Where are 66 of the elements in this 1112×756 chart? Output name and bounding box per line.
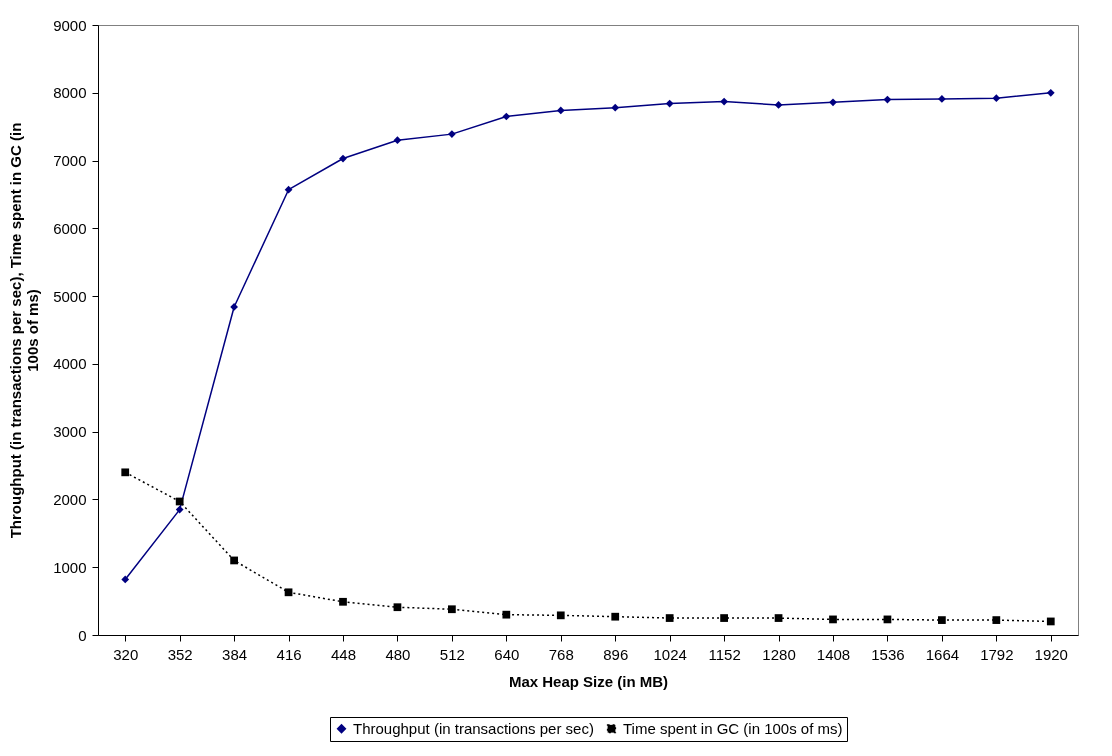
point [284,588,293,597]
point [339,154,347,163]
point [829,98,837,107]
point [1046,617,1055,626]
point [175,505,184,514]
point [448,605,456,614]
point [502,112,511,121]
x-tick-label: 1664 [925,645,960,663]
y-tick-label: 9000 [53,16,87,34]
point [720,97,728,106]
point [339,597,347,606]
point [393,136,402,145]
x-tick-label: 640 [494,645,520,663]
point [992,616,1001,624]
point [556,611,565,620]
point [665,99,674,108]
point [720,614,728,622]
y-tick-label: 2000 [53,490,87,508]
y-tick-label: 8000 [53,84,87,102]
point [448,130,456,138]
point [556,106,565,115]
point [284,185,293,194]
point [829,615,837,624]
legend-label: Time spent in GC (in 100s of ms) [623,719,843,737]
y-tick-label: 7000 [53,152,87,170]
point [1046,88,1055,97]
point [938,95,946,103]
x-tick-label: 384 [222,645,248,663]
y-axis-title: Throughput (in transactions per sec), Time spent in GC (in 100s of ms) [7,122,42,539]
x-tick-label: 448 [330,645,357,663]
point [774,614,783,622]
point [230,303,238,311]
y-tick-label: 6000 [53,219,87,237]
y-tick-label: 3000 [53,423,87,441]
x-tick-label: 1408 [816,645,851,663]
x-tick-label: 1152 [708,645,741,663]
y-tick-label: 1000 [53,558,87,576]
x-tick-label: 416 [276,645,302,663]
point [774,101,783,109]
point [175,497,184,506]
x-tick-label: 1280 [762,645,796,663]
x-axis-title: Max Heap Size (in MB) [508,672,669,690]
y-tick-label: 5000 [53,287,87,305]
x-tick-label: 768 [548,645,574,663]
x-tick-label: 1536 [871,645,905,663]
y-tick-label: 0 [78,626,87,644]
point [121,468,130,477]
point [502,610,511,619]
x-tick-label: 352 [167,645,193,663]
x-tick-label: 320 [113,645,139,663]
legend-label: Throughput (in transactions per sec) [353,719,594,737]
x-tick-label: 512 [439,645,465,663]
point [230,556,238,565]
x-tick-label: 896 [603,645,629,663]
point [665,614,674,622]
point [121,575,130,584]
y-tick-label: 4000 [53,355,87,373]
x-tick-label: 480 [385,645,411,663]
point [611,103,620,112]
point [611,612,620,621]
x-tick-label: 1024 [653,645,687,663]
x-tick-label: 1920 [1034,645,1068,663]
x-tick-label: 1792 [980,645,1014,663]
point [938,616,946,624]
point [992,94,1001,103]
point [393,603,402,612]
